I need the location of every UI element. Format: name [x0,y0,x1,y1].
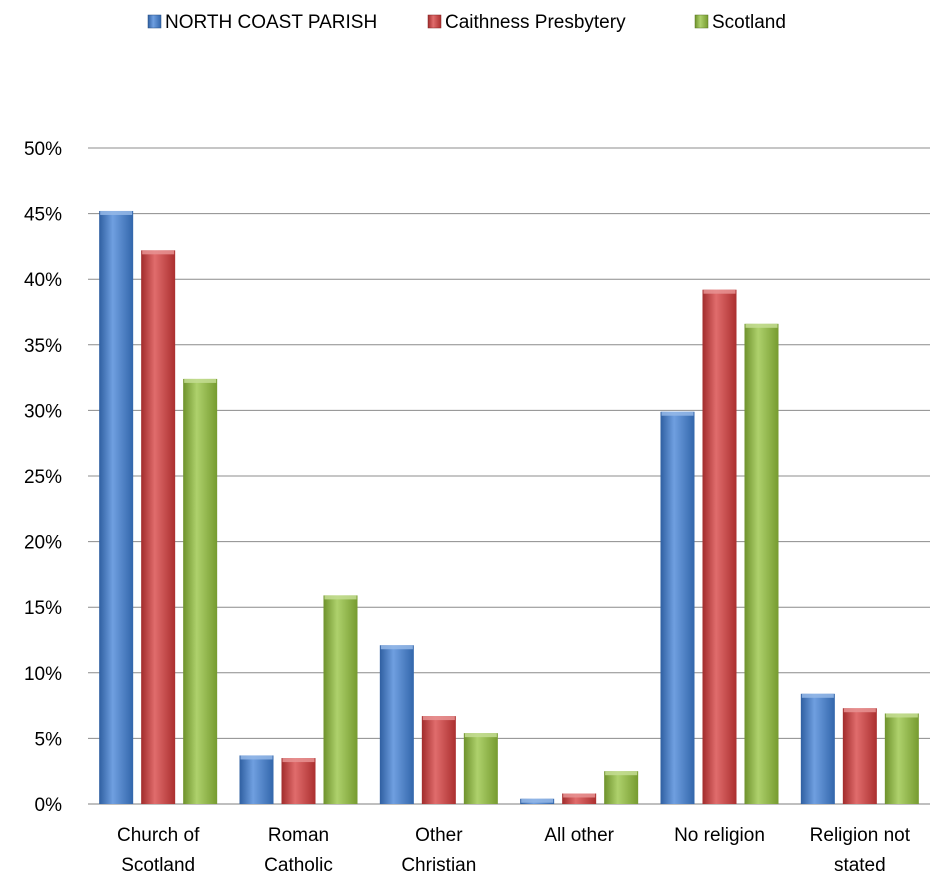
bar [744,323,779,804]
bar-highlight [605,771,638,776]
bar [884,713,919,804]
x-tick-label: Other [415,825,463,846]
x-tick-label: All other [544,825,614,846]
bar [281,758,316,804]
x-tick-label: No religion [674,825,765,846]
bar [239,755,274,804]
legend: NORTH COAST PARISH Caithness Presbytery Sc… [147,12,786,33]
bar-highlight [240,755,273,760]
legend-label: Caithness Presbytery [445,12,626,33]
bar [463,733,498,804]
bar [660,411,695,804]
bar-highlight [184,378,217,383]
bar-highlight [885,713,918,718]
y-tick-label: 10% [24,664,62,685]
bar [562,793,597,804]
y-tick-label: 35% [24,336,62,357]
bar [183,378,218,804]
y-tick-label: 50% [24,139,62,160]
bar [842,708,877,804]
bar-highlight [703,289,736,294]
x-tick-label: Christian [401,855,476,876]
x-tick-label: Scotland [121,855,195,876]
bar-highlight [324,595,357,600]
bar [379,645,414,804]
bar-highlight [521,798,554,803]
y-tick-label: 25% [24,467,62,488]
x-tick-label: Church of [117,825,200,846]
bar [99,210,134,804]
bar [421,716,456,804]
bar-highlight [422,716,455,721]
y-tick-label: 0% [35,795,63,816]
x-tick-label: Religion not [810,825,911,846]
legend-label: NORTH COAST PARISH [165,12,377,33]
bar-highlight [801,693,834,698]
bar-highlight [563,793,596,798]
bar [800,693,835,804]
bar-highlight [843,708,876,713]
bar-highlight [464,733,497,738]
legend-label: Scotland [712,12,786,33]
bar-highlight [745,323,778,328]
bar-highlight [100,210,133,215]
x-tick-label: stated [834,855,886,876]
y-tick-label: 15% [24,598,62,619]
legend-swatch [694,14,709,29]
bar-highlight [282,758,315,763]
gridlines [88,147,930,805]
bar [702,289,737,804]
bar-highlight [142,250,175,255]
y-axis: 0% 5% 10% 15% 20% 25% 30% 35% 40% 45% 50% [24,139,62,816]
bar [141,250,176,804]
bar [604,771,639,804]
x-axis: Church of Scotland Roman Catholic Other Chris… [117,825,911,876]
y-tick-label: 45% [24,205,62,226]
y-tick-label: 40% [24,270,62,291]
bar-highlight [380,645,413,650]
legend-swatch [427,14,442,29]
y-tick-label: 30% [24,401,62,422]
y-tick-label: 20% [24,533,62,554]
y-tick-label: 5% [35,729,63,750]
x-tick-label: Catholic [264,855,333,876]
bar [323,595,358,804]
x-tick-label: Roman [268,825,329,846]
legend-swatch [147,14,162,29]
bars [99,210,919,804]
bar-highlight [661,411,694,416]
